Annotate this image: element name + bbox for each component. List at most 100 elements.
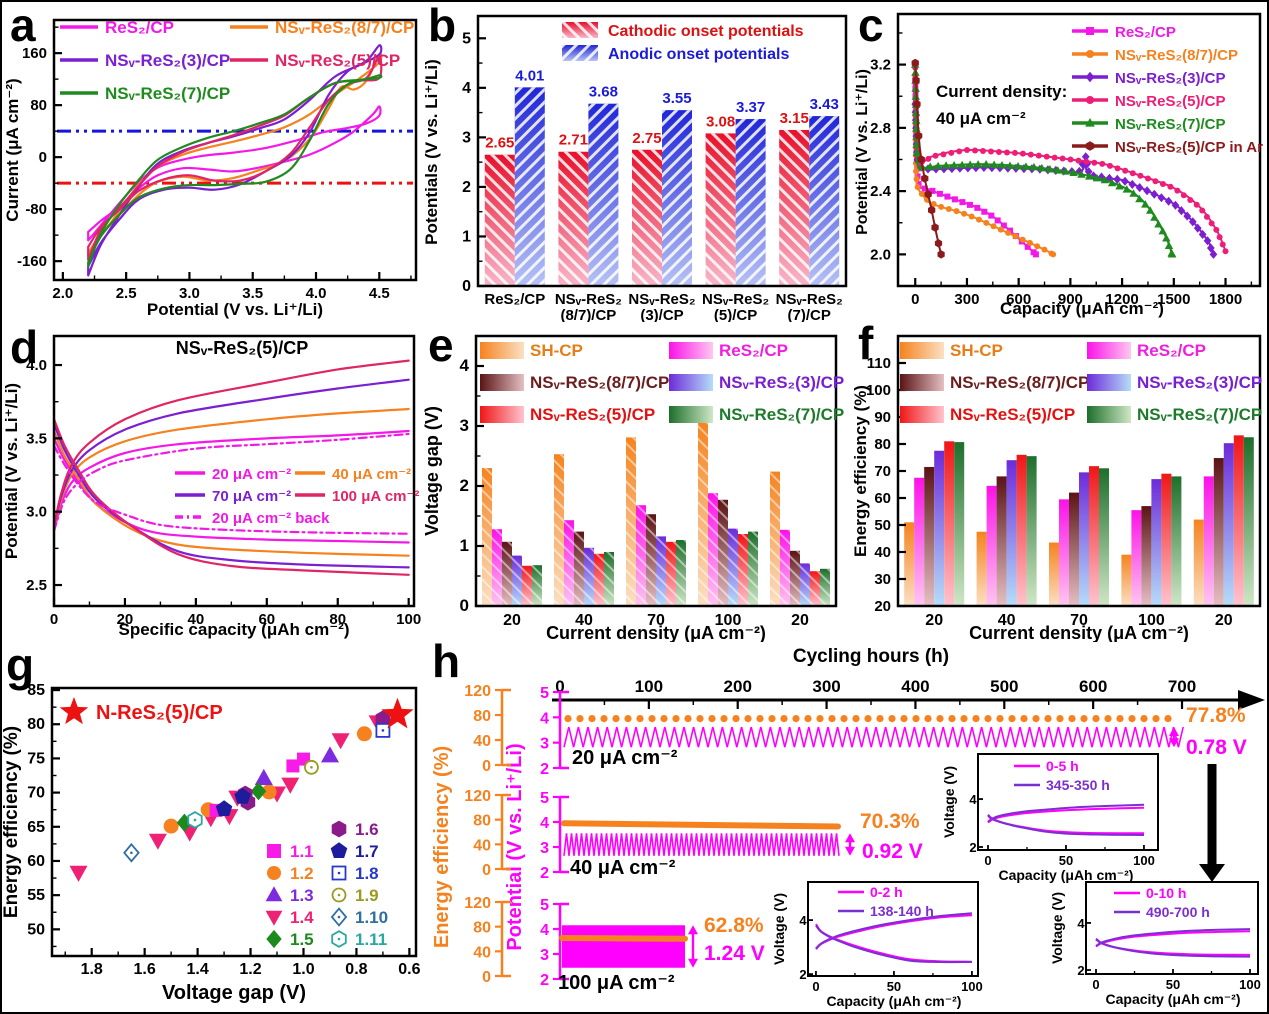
marker-ci — [990, 223, 997, 230]
y-tick-label: 110 — [867, 355, 891, 372]
marker-sq — [267, 844, 281, 858]
efficiency-dot — [1116, 715, 1124, 723]
eff-tick-label: 0 — [482, 862, 491, 879]
legend-label: ReS₂/CP — [1115, 24, 1176, 41]
y-tick-label: 1 — [462, 228, 471, 245]
y-tick-label: 65 — [27, 819, 45, 836]
marker-ci — [1122, 167, 1129, 174]
efficiency-dot — [936, 715, 944, 723]
bar — [986, 485, 997, 606]
y-tick-label: 100 — [866, 382, 891, 399]
inset-series — [1095, 937, 1251, 958]
bar — [1243, 437, 1254, 606]
marker-di — [1150, 189, 1159, 199]
marker-ci — [1005, 229, 1012, 236]
marker-tu — [997, 161, 1007, 169]
efficiency-dot — [888, 715, 896, 723]
potential-band — [562, 925, 685, 968]
inset-frame — [807, 881, 979, 977]
pot-tick-label: 4 — [540, 815, 549, 832]
data-series — [52, 444, 410, 535]
inset-x-tick: 50 — [887, 979, 901, 994]
marker-ci — [1043, 153, 1050, 160]
g-star-legend-label: N-ReS₂(5)/CP — [96, 702, 223, 724]
marker-tu — [957, 160, 967, 169]
plot-frame — [50, 686, 418, 958]
eff-tick-label: 120 — [464, 683, 491, 700]
marker-di — [1171, 200, 1180, 210]
cycling-tick-label: 600 — [1079, 677, 1107, 696]
marker-sq — [929, 187, 936, 194]
y-tick-label: 4 — [460, 356, 470, 375]
eff-axis-label: Energy efficiency (%) — [431, 746, 453, 948]
category-label: 100 — [1138, 612, 1165, 629]
marker-ci — [1067, 156, 1074, 163]
plot-frame — [474, 334, 838, 608]
cycling-tick-label: 700 — [1168, 677, 1196, 696]
legend-swatch — [669, 406, 713, 423]
marker-tu — [1162, 234, 1171, 242]
marker-ci — [961, 210, 968, 217]
legend-swatch — [900, 406, 944, 423]
efficiency-dot — [840, 715, 848, 723]
marker-tu — [973, 160, 983, 168]
efficiency-dot — [1080, 715, 1088, 723]
voltage-gap-annotation: 0.78 V — [1186, 736, 1247, 759]
y-tick-label: 0 — [39, 149, 47, 166]
bar — [1089, 466, 1099, 606]
bar — [1171, 476, 1182, 606]
efficiency-dot — [1008, 715, 1016, 723]
efficiency-dot — [1044, 715, 1052, 723]
marker-ci — [356, 726, 372, 742]
legend-label: 1.6 — [355, 820, 379, 839]
marker-di — [956, 163, 964, 173]
cycling-hours-title: Cycling hours (h) — [793, 646, 949, 667]
marker-hx — [915, 131, 923, 140]
inset-y-tick: 4 — [799, 913, 807, 928]
efficiency-dot — [984, 715, 992, 723]
legend-swatch — [900, 374, 944, 391]
efficiency-dot — [1164, 715, 1172, 723]
legend-label: Anodic onset potentials — [608, 46, 789, 63]
marker-ci — [972, 147, 979, 154]
inset-y-tick: 2 — [799, 967, 806, 982]
legend-label: NSᵥ-ReS₂(5)/CP — [530, 405, 655, 424]
marker-tu — [1146, 206, 1155, 214]
efficiency-dot — [1092, 715, 1100, 723]
data-series — [52, 429, 410, 532]
marker-di — [1209, 249, 1218, 259]
bar — [954, 442, 965, 606]
bar — [996, 476, 1007, 606]
y-tick-label: -80 — [25, 201, 47, 218]
marker-td — [148, 833, 167, 850]
marker-di — [1135, 183, 1144, 193]
marker-ci — [1091, 159, 1098, 166]
category-label: 40 — [575, 612, 593, 629]
marker-hx — [924, 190, 932, 199]
marker-sq — [994, 217, 1001, 224]
marker-ci — [987, 148, 994, 155]
marker-tu — [1021, 162, 1031, 170]
data-series — [87, 44, 383, 277]
pot-tick-label: 5 — [540, 685, 549, 702]
efficiency-dot — [1056, 715, 1064, 723]
legend-label: NSᵥ-ReS₂(3)/CP — [719, 373, 844, 392]
efficiency-dot — [828, 715, 836, 723]
y-tick-label: 85 — [27, 682, 45, 699]
marker-tu — [265, 886, 283, 902]
y-tick-label: 2.0 — [870, 246, 891, 263]
marker-tu — [1150, 213, 1159, 221]
marker-tu — [1005, 161, 1015, 169]
marker-ci — [1106, 162, 1113, 169]
inset-x-tick: 50 — [1166, 977, 1180, 992]
y-tick-label: 70 — [874, 463, 891, 480]
legend-label: 1.3 — [290, 886, 314, 905]
y-tick-label: -160 — [17, 253, 47, 270]
bar — [1203, 476, 1214, 606]
voltage-gap-annotation: 1.24 V — [704, 942, 765, 965]
inset-x-label: Capacity (μAh cm⁻²) — [1106, 991, 1241, 1007]
category-label: NSᵥ-ReS₂ — [776, 291, 843, 308]
marker-ci — [1012, 233, 1019, 240]
legend-label: NSᵥ-ReS₂(5)/CP — [1115, 93, 1225, 110]
eff-tick-label: 80 — [473, 813, 491, 830]
